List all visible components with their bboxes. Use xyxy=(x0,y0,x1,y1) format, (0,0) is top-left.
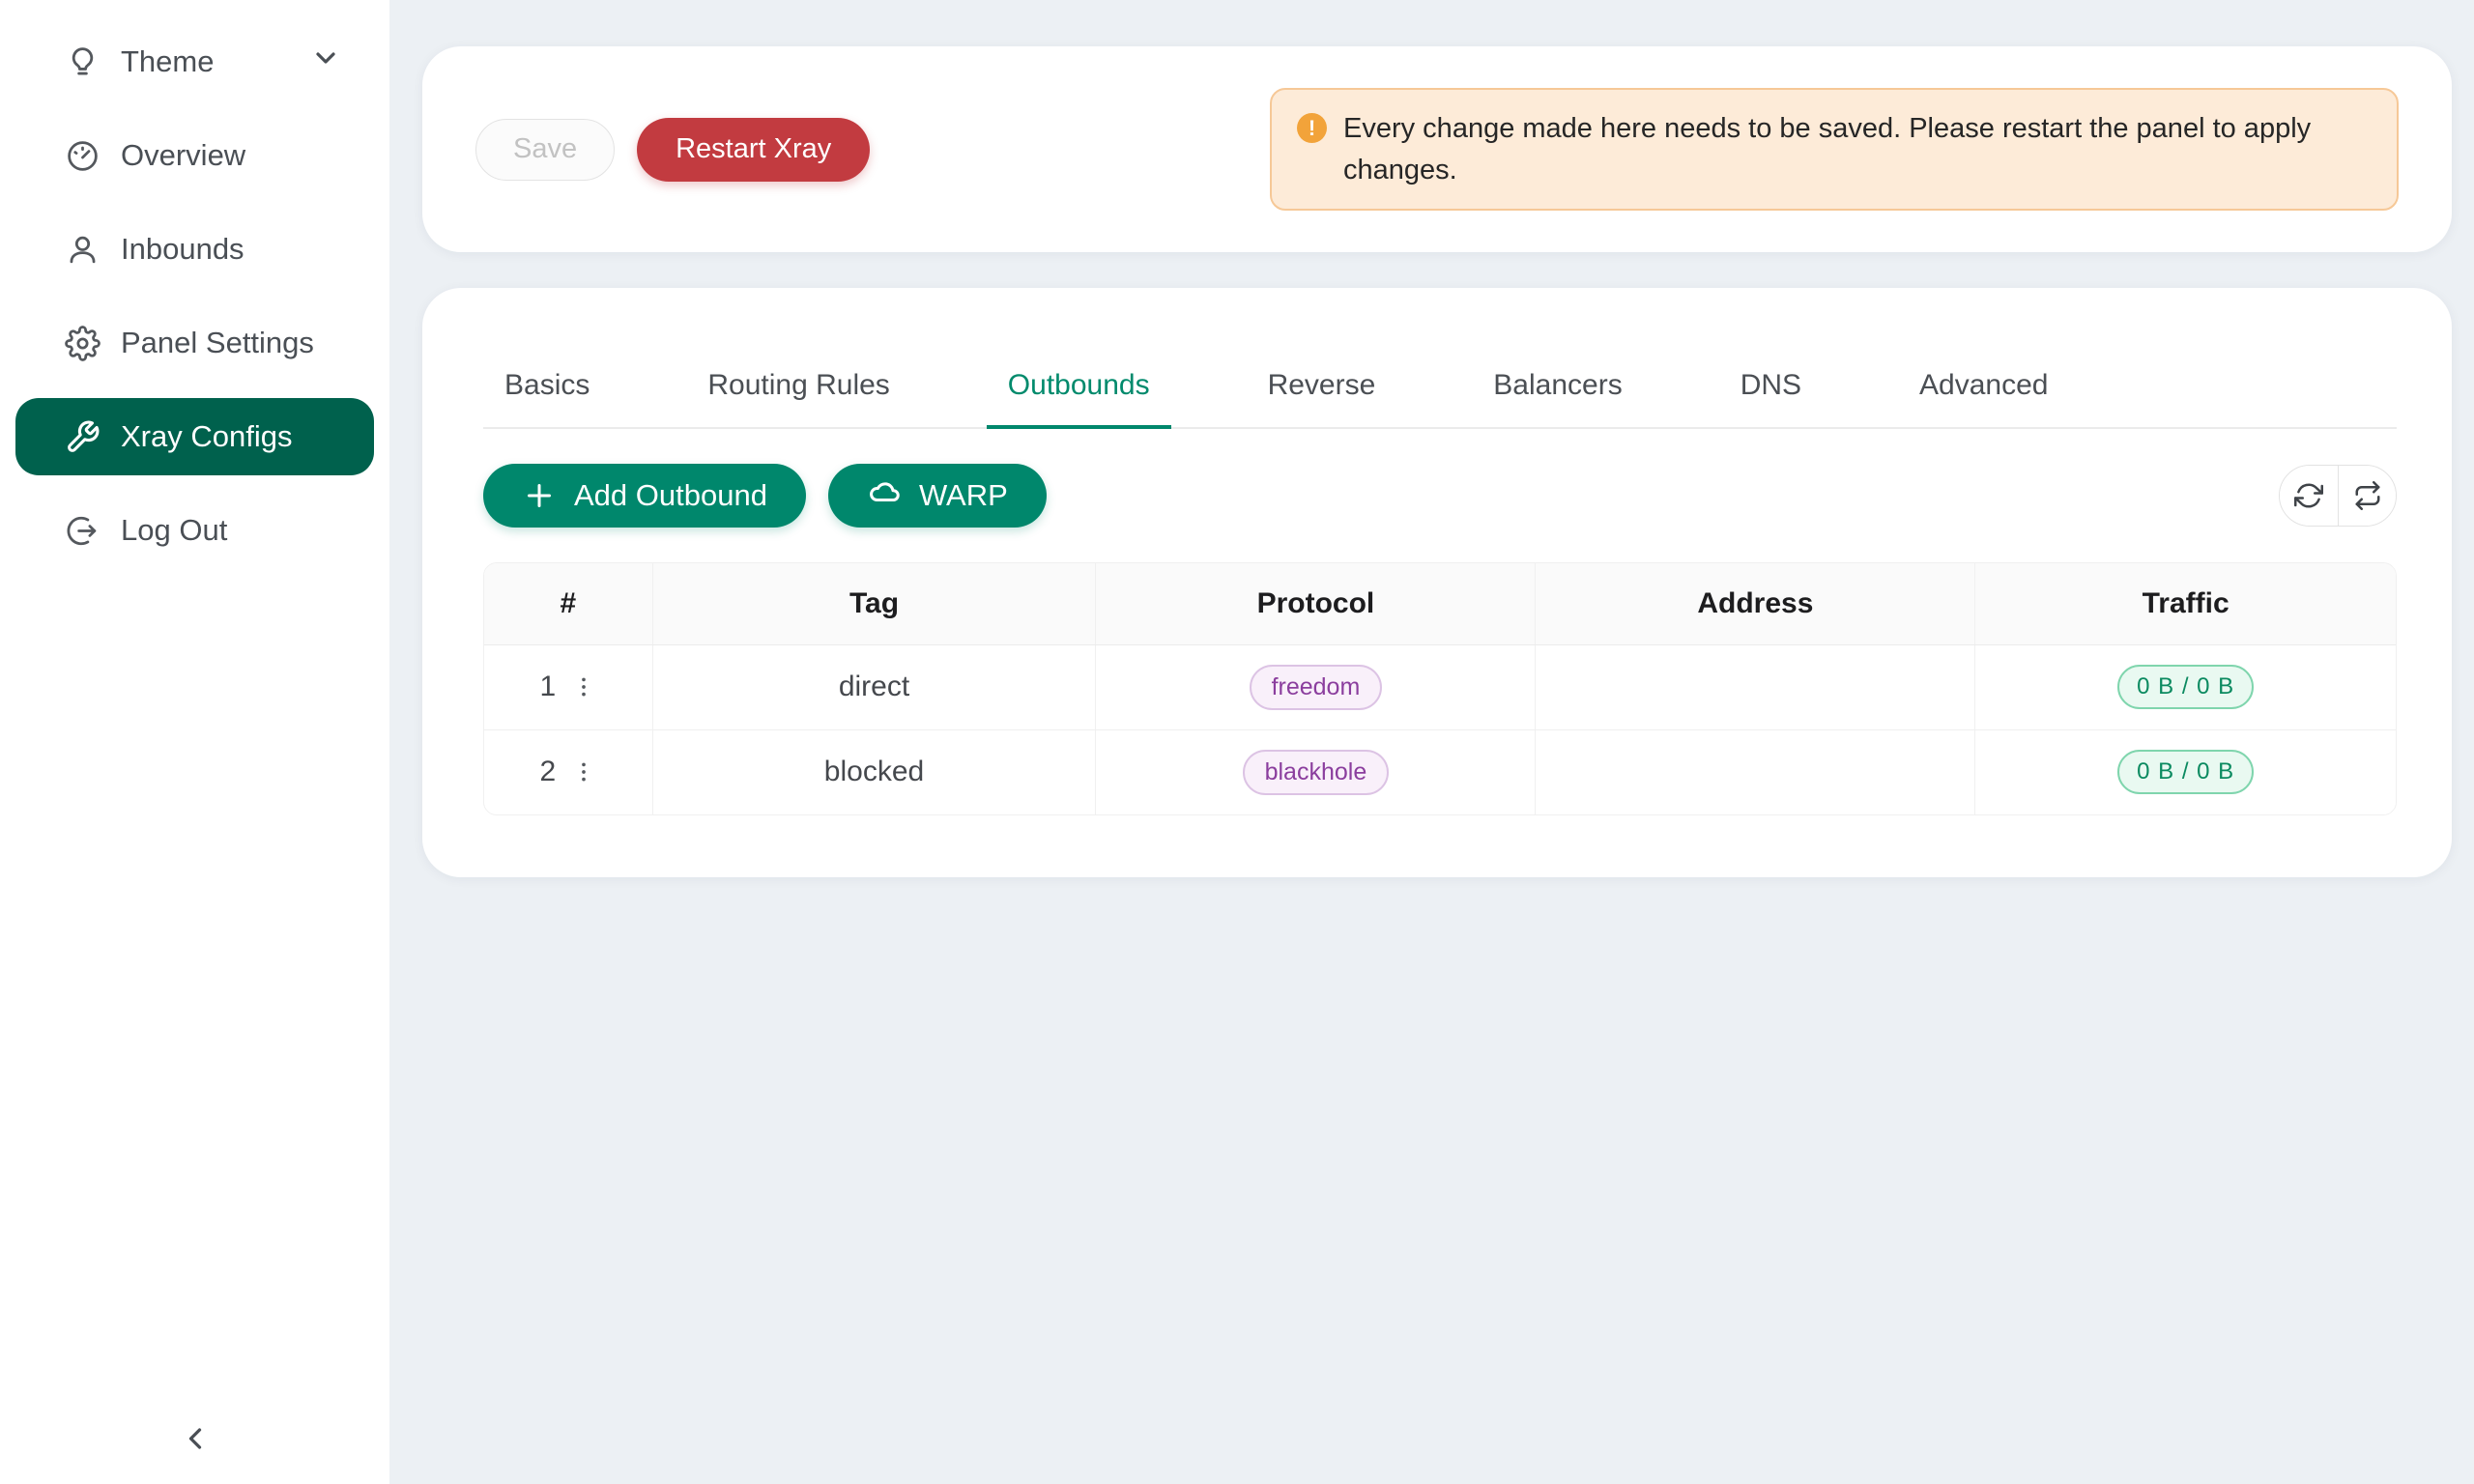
tab-dns[interactable]: DNS xyxy=(1740,369,1802,401)
row-index: 1 xyxy=(539,671,557,702)
actions-row: Add Outbound WARP xyxy=(483,464,2397,528)
refresh-icon xyxy=(2294,481,2323,510)
protocol-badge: freedom xyxy=(1249,664,1383,710)
protocol-badge: blackhole xyxy=(1242,749,1390,795)
alert-text: Every change made here needs to be saved… xyxy=(1343,113,2312,186)
sidebar-item-overview[interactable]: Overview xyxy=(0,117,389,194)
sidebar: Theme Overview Inbounds Panel Settings xyxy=(0,0,389,1484)
add-outbound-label: Add Outbound xyxy=(574,478,767,512)
table-tools-group xyxy=(2279,465,2397,527)
row-tag: direct xyxy=(651,644,1096,729)
sidebar-nav: Theme Overview Inbounds Panel Settings xyxy=(0,0,389,569)
column-header-protocol: Protocol xyxy=(1095,563,1536,645)
gauge-icon xyxy=(65,138,101,174)
toolbar-buttons: Save Restart Xray xyxy=(475,117,871,182)
toggle-view-button[interactable] xyxy=(2338,466,2396,526)
tab-basics[interactable]: Basics xyxy=(504,369,590,401)
tab-routing-rules[interactable]: Routing Rules xyxy=(707,369,890,401)
user-icon xyxy=(65,232,101,268)
row-menu-icon[interactable] xyxy=(571,674,596,699)
column-header-address: Address xyxy=(1535,563,1975,645)
refresh-button[interactable] xyxy=(2280,466,2338,526)
restart-xray-button[interactable]: Restart Xray xyxy=(637,117,871,182)
cloud-icon xyxy=(867,478,902,513)
table-header-row: # Tag Protocol Address Traffic xyxy=(484,563,2396,645)
sidebar-item-log-out[interactable]: Log Out xyxy=(0,492,389,569)
column-header-index: # xyxy=(484,563,653,645)
add-outbound-button[interactable]: Add Outbound xyxy=(483,464,806,528)
row-index: 2 xyxy=(539,756,557,788)
restart-warning-alert: ! Every change made here needs to be sav… xyxy=(1270,88,2399,211)
chevron-left-icon xyxy=(178,1421,213,1459)
save-button[interactable]: Save xyxy=(475,118,616,181)
table-row: 1 direct freedom 0 B / 0 B xyxy=(484,644,2396,729)
sidebar-item-label: Log Out xyxy=(121,513,228,547)
tab-bar: Basics Routing Rules Outbounds Reverse B… xyxy=(483,288,2397,429)
gear-icon xyxy=(65,325,101,361)
sidebar-item-label: Inbounds xyxy=(121,232,245,266)
warning-icon: ! xyxy=(1297,113,1327,144)
plus-icon xyxy=(522,478,557,513)
column-header-tag: Tag xyxy=(651,563,1096,645)
actions-left: Add Outbound WARP xyxy=(483,464,1047,528)
toolbar-card: Save Restart Xray ! Every change made he… xyxy=(422,46,2452,252)
sidebar-item-label: Xray Configs xyxy=(121,419,293,453)
tab-advanced[interactable]: Advanced xyxy=(1919,369,2049,401)
tab-reverse[interactable]: Reverse xyxy=(1267,369,1376,401)
row-address xyxy=(1535,644,1975,729)
warp-button[interactable]: WARP xyxy=(827,464,1047,528)
sidebar-item-xray-configs[interactable]: Xray Configs xyxy=(15,398,374,475)
sidebar-item-panel-settings[interactable]: Panel Settings xyxy=(0,304,389,382)
row-tag: blocked xyxy=(651,728,1096,814)
traffic-badge: 0 B / 0 B xyxy=(2117,750,2255,795)
row-address xyxy=(1535,728,1975,814)
sidebar-item-label: Panel Settings xyxy=(121,326,314,359)
repeat-icon xyxy=(2353,481,2382,510)
main-content: Save Restart Xray ! Every change made he… xyxy=(389,0,2474,877)
table-row: 2 blocked blackhole 0 B / 0 B xyxy=(484,728,2396,814)
warp-label: WARP xyxy=(918,478,1008,512)
lightbulb-icon xyxy=(65,44,101,80)
logout-icon xyxy=(65,513,101,549)
sidebar-item-label: Theme xyxy=(121,44,215,78)
sidebar-item-label: Overview xyxy=(121,138,246,172)
chevron-down-icon xyxy=(310,43,341,81)
wrench-icon xyxy=(65,419,101,455)
outbounds-table: # Tag Protocol Address Traffic 1 xyxy=(483,562,2397,815)
xray-configs-card: Basics Routing Rules Outbounds Reverse B… xyxy=(422,288,2452,877)
tab-balancers[interactable]: Balancers xyxy=(1493,369,1623,401)
sidebar-item-inbounds[interactable]: Inbounds xyxy=(0,211,389,288)
tab-outbounds[interactable]: Outbounds xyxy=(986,369,1171,429)
sidebar-collapse-button[interactable] xyxy=(0,1413,389,1467)
traffic-badge: 0 B / 0 B xyxy=(2117,665,2255,709)
row-menu-icon[interactable] xyxy=(571,759,596,785)
sidebar-item-theme[interactable]: Theme xyxy=(0,23,389,100)
column-header-traffic: Traffic xyxy=(1974,563,2396,645)
